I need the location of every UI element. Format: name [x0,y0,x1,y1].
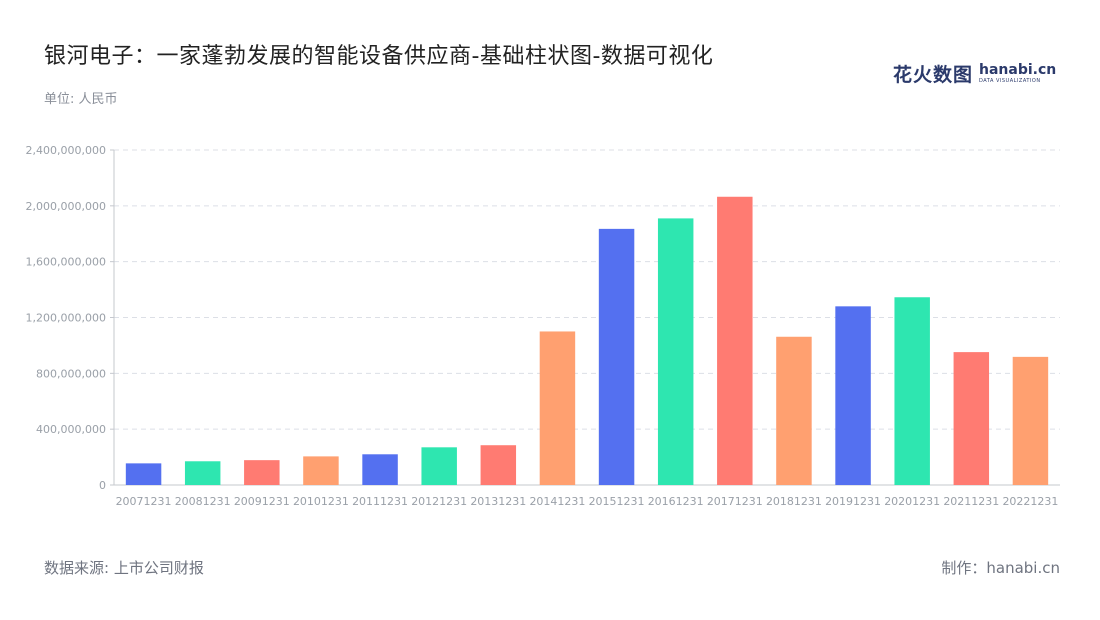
x-tick-label: 20181231 [766,495,822,508]
bar [244,460,280,485]
unit-label: 单位: 人民币 [44,92,118,107]
bar [717,196,753,485]
chart-title: 银河电子：一家蓬勃发展的智能设备供应商-基础柱状图-数据可视化 [44,44,714,69]
bar [776,336,812,485]
x-tick-label: 20121231 [411,495,467,508]
brand-logo-en-block: hanabi.cn DATA VISUALIZATION [979,63,1056,84]
x-tick-label: 20211231 [943,495,999,508]
bar [598,228,635,486]
x-tick-label: 20141231 [529,495,585,508]
bar [303,456,339,485]
brand-logo-en: hanabi.cn [979,62,1057,78]
bar [480,445,517,485]
x-tick-label: 20201231 [884,495,940,508]
bar [657,218,694,486]
x-tick-label: 20111231 [352,495,408,508]
y-tick-label: 1,600,000,000 [26,256,106,269]
brand-logo-sub: DATA VISUALIZATION [979,78,1041,84]
bar [1012,356,1049,485]
y-tick-label: 400,000,000 [36,423,106,436]
y-tick-label: 2,400,000,000 [26,144,106,157]
x-tick-label: 20101231 [293,495,349,508]
bar [835,306,871,485]
x-tick-label: 20191231 [825,495,881,508]
y-tick-label: 2,000,000,000 [26,200,106,213]
bar [184,461,221,485]
bar [894,297,930,485]
bar [125,463,162,485]
x-tick-label: 20151231 [589,495,645,508]
brand-logo: 花火数图 hanabi.cn DATA VISUALIZATION [893,60,1056,87]
bar [421,447,457,485]
maker-credit: 制作：hanabi.cn [941,559,1060,577]
y-tick-label: 0 [99,479,106,492]
x-tick-label: 20171231 [707,495,763,508]
x-tick-label: 20071231 [116,495,172,508]
x-tick-label: 20081231 [175,495,231,508]
y-tick-label: 800,000,000 [36,367,106,380]
brand-logo-cn: 花火数图 [893,64,974,86]
y-tick-label: 1,200,000,000 [26,312,106,325]
x-tick-label: 20091231 [234,495,290,508]
x-tick-label: 20161231 [648,495,704,508]
bar [362,454,398,485]
data-source: 数据来源: 上市公司财报 [44,559,204,577]
x-tick-label: 20131231 [470,495,526,508]
x-tick-label: 20221231 [1002,495,1058,508]
bar [953,352,990,485]
bar [539,331,576,485]
